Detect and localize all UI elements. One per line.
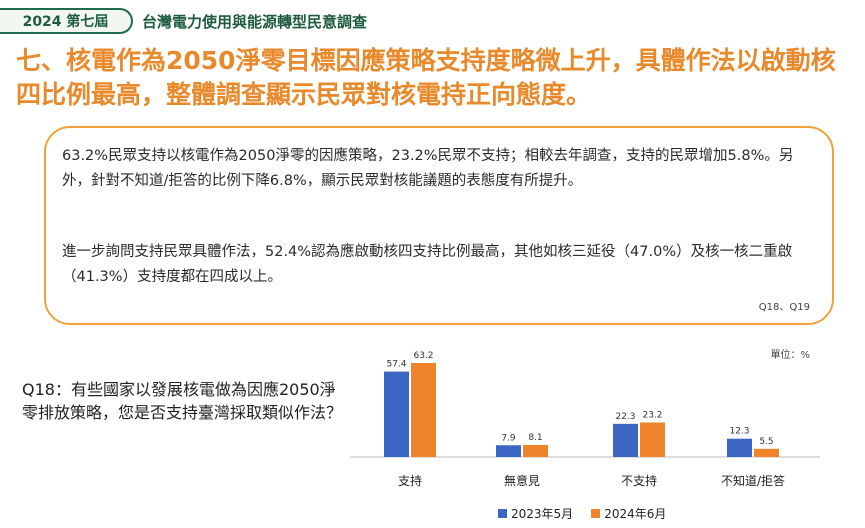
- legend-label-2023: 2023年5月: [511, 506, 574, 521]
- legend-label-2024: 2024年6月: [604, 506, 667, 521]
- headline: 七、核電作為2050淨零目標因應策略支持度略微上升，具體作法以啟動核四比例最高，…: [16, 46, 836, 109]
- summary-paragraph-1: 63.2%民眾支持以核電作為2050淨零的因應策略，23.2%民眾不支持；相較去…: [62, 148, 794, 189]
- summary-box: 63.2%民眾支持以核電作為2050淨零的因應策略，23.2%民眾不支持；相較去…: [44, 126, 834, 325]
- legend-item-2023: 2023年5月: [498, 505, 573, 522]
- bar-2023-0: [384, 371, 409, 457]
- data-label-2024-2: 23.2: [642, 410, 662, 420]
- survey-title: 台灣電力使用與能源轉型民意調查: [142, 12, 368, 31]
- category-label-1: 無意見: [504, 473, 540, 488]
- category-label-3: 不知道/拒答: [721, 473, 785, 488]
- summary-paragraph-2: 進一步詢問支持民眾具體作法，52.4%認為應啟動核四支持比例最高，其他如核三延役…: [62, 244, 793, 285]
- data-label-2023-0: 57.4: [386, 360, 406, 370]
- bar-chart: 57.4 63.2 支持 7.9 8.1 無意見 22.3 23.2 不支持 12.3 5.5 不知道…: [350, 351, 820, 488]
- data-label-2023-2: 22.3: [615, 412, 635, 422]
- data-label-2024-3: 5.5: [759, 437, 773, 447]
- bar-2024-1: [523, 444, 548, 457]
- edition-badge: 2024 第七屆: [0, 8, 133, 34]
- legend-item-2024: 2024年6月: [591, 505, 666, 522]
- data-label-2024-1: 8.1: [528, 433, 542, 443]
- bar-2024-3: [754, 448, 779, 457]
- data-label-2023-1: 7.9: [501, 433, 516, 443]
- category-label-2: 不支持: [621, 473, 657, 488]
- bar-2023-3: [727, 438, 752, 457]
- bar-2024-0: [411, 363, 436, 457]
- chart-legend: 2023年5月 2024年6月: [498, 503, 666, 523]
- data-label-2024-0: 63.2: [413, 351, 433, 361]
- question-text: Q18：有些國家以發展核電做為因應2050淨零排放策略，您是否支持臺灣採取類似作…: [22, 380, 343, 422]
- question-reference: Q18、Q19: [758, 302, 810, 313]
- legend-swatch-2023: [498, 508, 507, 518]
- category-label-0: 支持: [398, 473, 422, 488]
- bar-2023-1: [496, 445, 521, 457]
- bar-2023-2: [613, 423, 638, 457]
- unit-label: 單位：%: [770, 350, 810, 361]
- legend-swatch-2024: [591, 508, 601, 518]
- bar-2024-2: [640, 422, 665, 457]
- data-label-2023-3: 12.3: [729, 427, 749, 437]
